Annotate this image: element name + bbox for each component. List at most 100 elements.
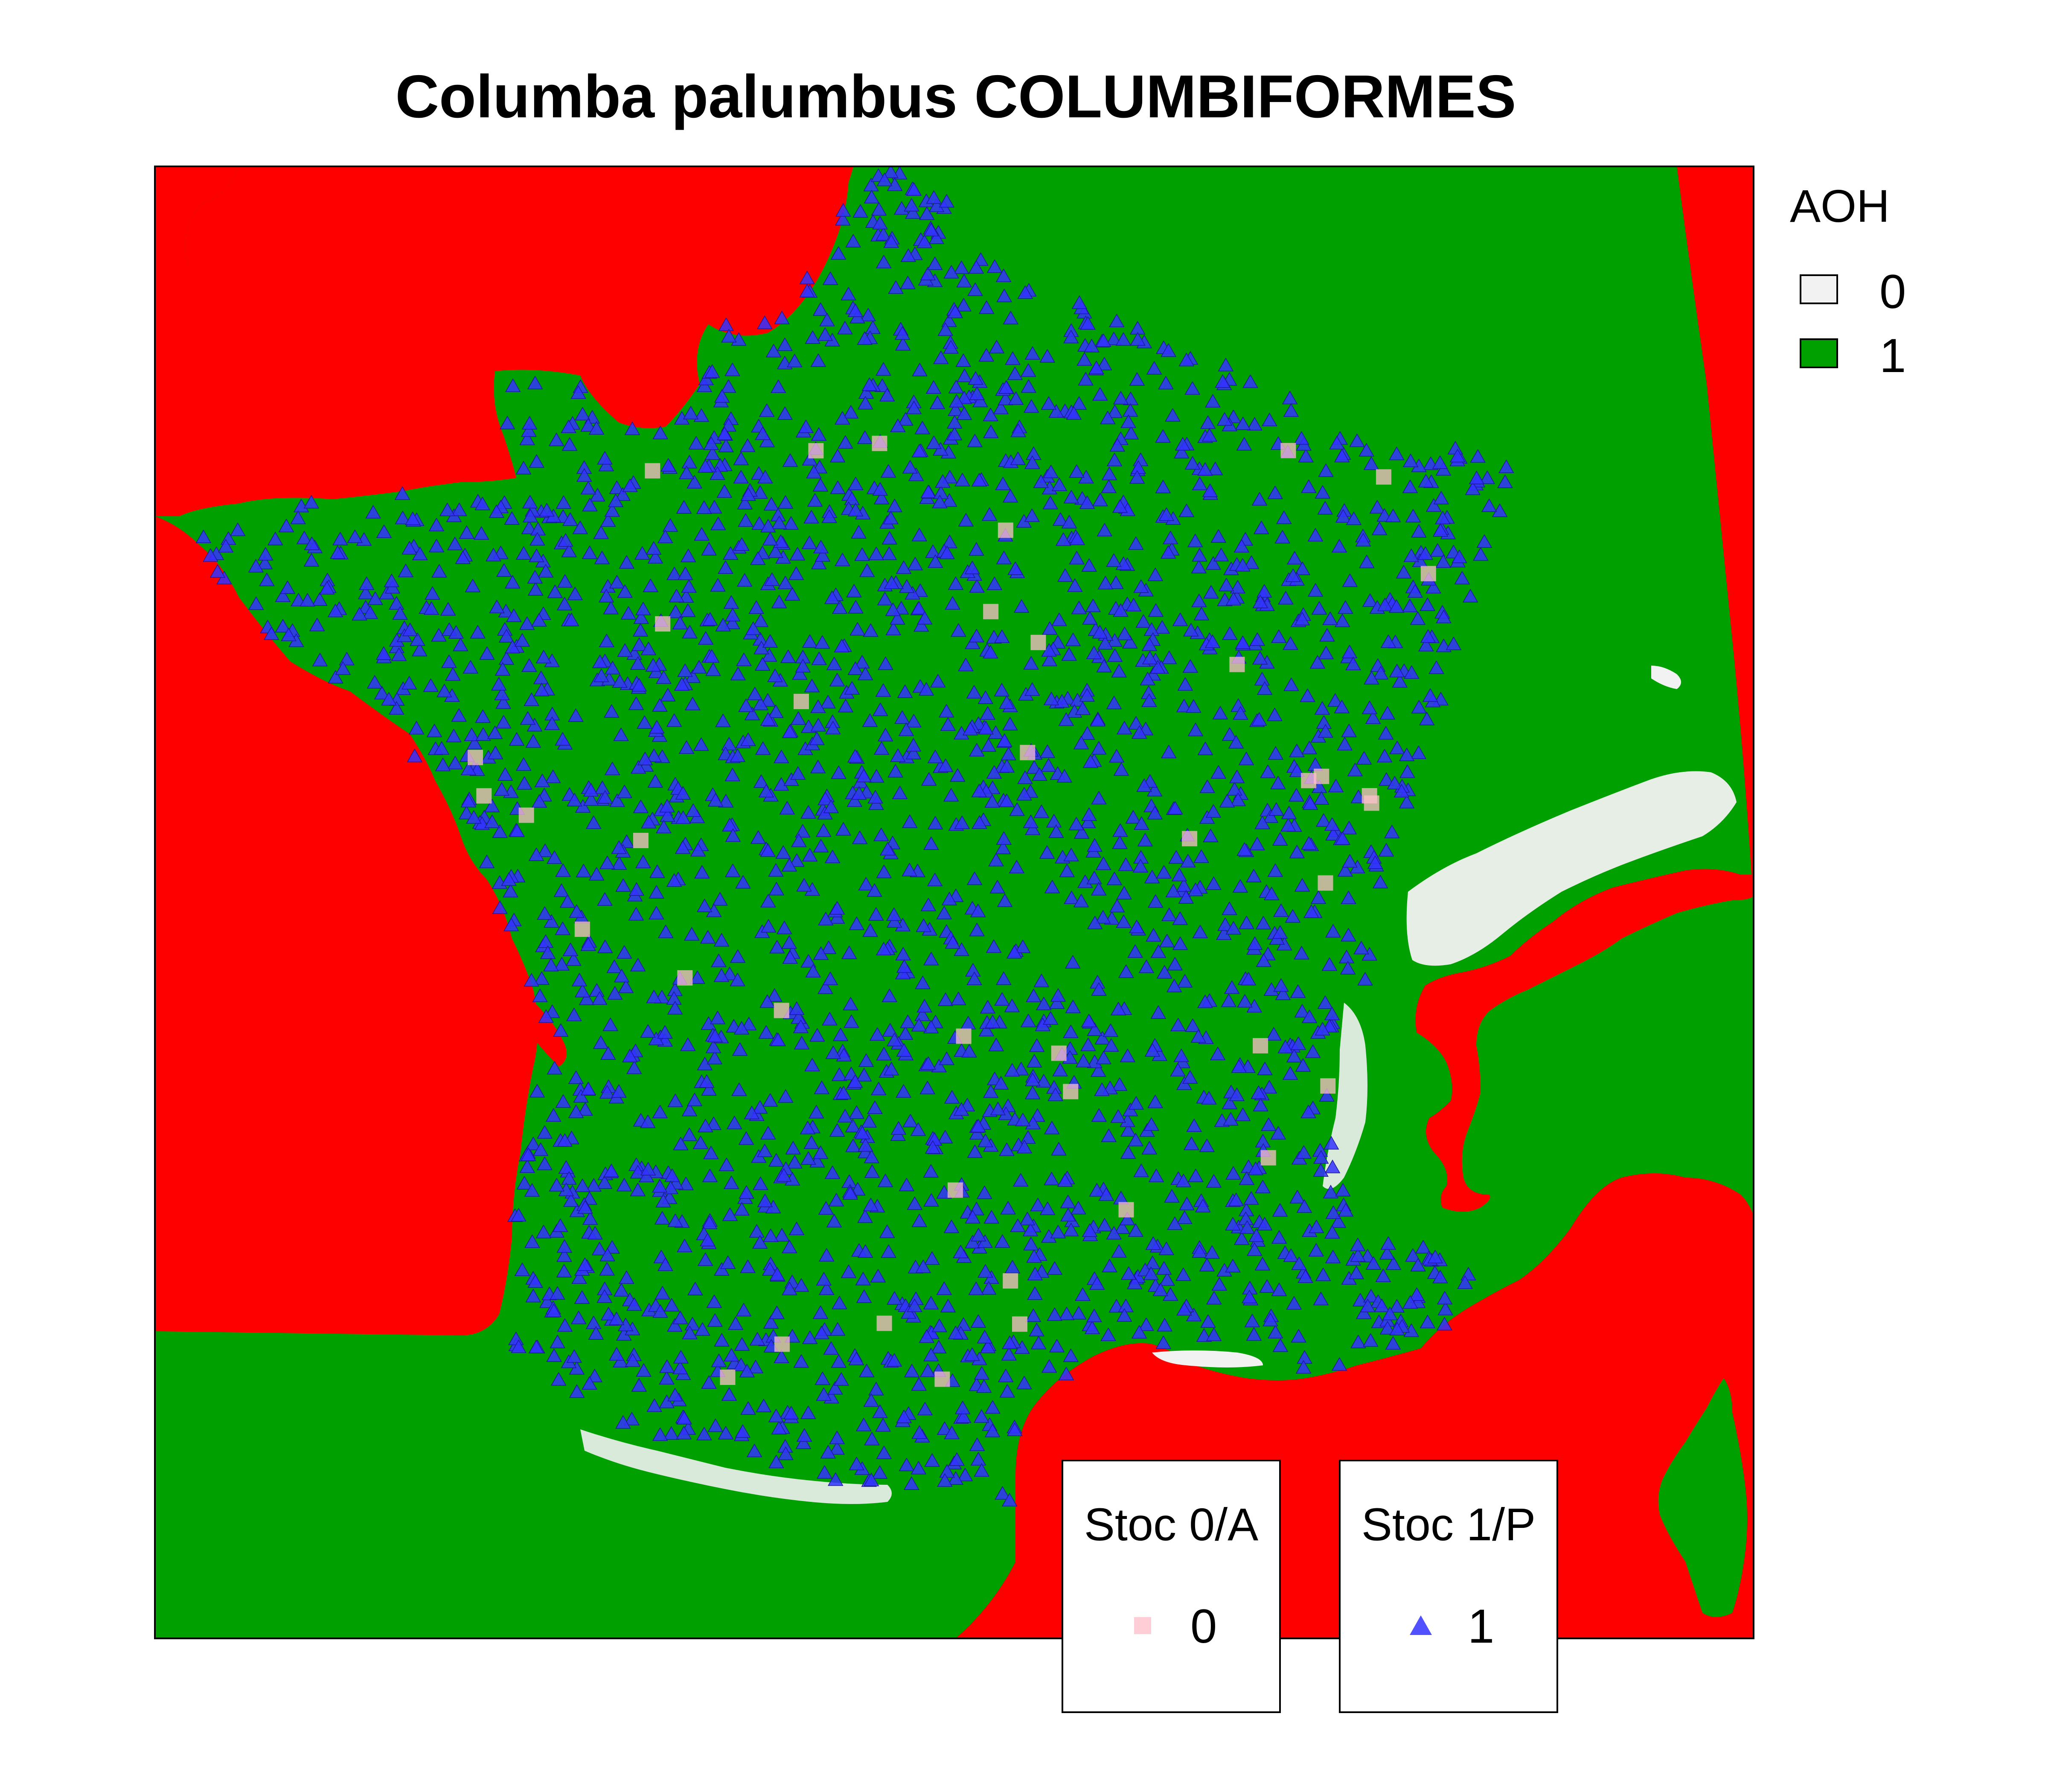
stoc-1-observation-point: [676, 500, 692, 514]
stoc-1-legend: Stoc 1/P 1: [1339, 1460, 1558, 1713]
stoc-0-legend-symbol: [1134, 1617, 1151, 1634]
stoc-1-observation-point: [875, 683, 891, 697]
stoc-1-observation-point: [1020, 1013, 1036, 1027]
stoc-1-observation-point: [613, 727, 629, 741]
stoc-0-observation-point: [468, 750, 483, 765]
stoc-1-observation-point: [777, 920, 792, 934]
stoc-1-observation-point: [953, 1245, 969, 1259]
stoc-1-observation-point: [647, 550, 663, 564]
stoc-1-observation-point: [440, 602, 456, 616]
stoc-1-observation-point: [603, 600, 619, 614]
stoc-1-observation-point: [802, 1330, 818, 1344]
stoc-1-observation-point: [1144, 870, 1160, 884]
stoc-1-observation-point: [831, 765, 847, 779]
stoc-1-observation-point: [923, 1164, 939, 1178]
stoc-1-observation-point: [824, 849, 841, 864]
stoc-1-observation-point: [883, 1062, 899, 1076]
stoc-1-observation-point: [521, 1147, 536, 1161]
stoc-1-observation-point: [1324, 1007, 1340, 1021]
stoc-1-observation-point: [335, 661, 351, 675]
stoc-1-observation-point: [680, 603, 696, 617]
stoc-1-observation-point: [1001, 1347, 1017, 1361]
stoc-1-observation-point: [622, 1048, 638, 1062]
stoc-1-observation-point: [966, 685, 982, 699]
stoc-1-observation-point: [1342, 854, 1358, 868]
stoc-0-observation-point: [1420, 566, 1436, 582]
stoc-1-observation-point: [608, 493, 624, 507]
stoc-1-observation-point: [769, 940, 785, 954]
stoc-1-observation-point: [949, 1452, 965, 1466]
stoc-1-observation-point: [872, 215, 888, 230]
stoc-1-observation-point: [1274, 529, 1290, 544]
stoc-1-observation-point: [1409, 1287, 1425, 1301]
stoc-1-observation-point: [599, 855, 615, 870]
stoc-1-observation-point: [699, 1074, 715, 1088]
stoc-1-observation-point: [515, 460, 532, 474]
stoc-1-observation-point: [1341, 723, 1357, 737]
stoc-1-observation-point: [1036, 1073, 1052, 1088]
stoc-1-observation-point: [690, 843, 706, 857]
stoc-1-observation-point: [1264, 886, 1280, 900]
stoc-1-observation-point: [984, 794, 1000, 808]
stoc-1-observation-point: [790, 711, 806, 725]
stoc-1-observation-point: [1071, 396, 1087, 410]
stoc-1-observation-point: [705, 662, 721, 676]
stoc-1-observation-point: [913, 618, 929, 632]
stoc-1-observation-point: [1041, 758, 1056, 772]
stoc-1-observation-point: [1287, 551, 1303, 565]
stoc-1-observation-point: [697, 459, 713, 473]
stoc-1-observation-point: [580, 1081, 596, 1095]
stoc-1-observation-point: [886, 907, 902, 921]
stoc-0-observation-point: [645, 463, 660, 479]
stoc-1-observation-point: [395, 510, 411, 524]
stoc-1-observation-point: [1003, 311, 1019, 325]
stoc-1-observation-point: [1411, 745, 1427, 759]
stoc-1-observation-point: [733, 1021, 750, 1035]
stoc-1-observation-point: [998, 1368, 1014, 1382]
stoc-1-observation-point: [914, 1007, 931, 1021]
stoc-1-observation-point: [915, 975, 931, 989]
stoc-1-observation-point: [593, 525, 609, 539]
stoc-1-observation-point: [930, 674, 946, 688]
stoc-1-observation-point: [768, 704, 784, 718]
stoc-1-observation-point: [1029, 1038, 1045, 1052]
stoc-1-observation-point: [1248, 1161, 1264, 1175]
stoc-1-observation-point: [475, 727, 491, 741]
stoc-1-observation-point: [707, 1050, 723, 1065]
stoc-1-observation-point: [646, 748, 662, 762]
stoc-1-observation-point: [917, 1402, 933, 1416]
stoc-1-observation-point: [962, 721, 978, 736]
stoc-1-observation-point: [303, 495, 319, 509]
stoc-0-observation-point: [808, 443, 824, 459]
stoc-1-observation-point: [698, 631, 714, 645]
stoc-1-observation-point: [1155, 1335, 1171, 1349]
stoc-1-observation-point: [1044, 1120, 1060, 1135]
stoc-1-observation-point: [487, 725, 503, 739]
stoc-1-observation-point: [1389, 663, 1405, 678]
stoc-1-observation-point: [591, 1242, 608, 1256]
stoc-1-observation-point: [1282, 390, 1298, 404]
stoc-1-observation-point: [763, 1228, 779, 1242]
stoc-1-observation-point: [752, 1100, 768, 1114]
stoc-1-observation-point: [945, 596, 960, 610]
stoc-1-observation-point: [555, 732, 570, 746]
stoc-1-observation-point: [652, 1179, 668, 1193]
stoc-1-observation-point: [1065, 632, 1081, 646]
stoc-1-observation-point: [1019, 1211, 1036, 1225]
stoc-1-observation-point: [762, 1093, 778, 1107]
stoc-1-observation-point: [730, 666, 746, 681]
stoc-1-observation-point: [556, 495, 572, 509]
stoc-1-observation-point: [923, 222, 939, 236]
stoc-1-observation-point: [293, 498, 309, 512]
stoc-1-observation-point: [1271, 1230, 1287, 1244]
stoc-1-observation-point: [970, 1119, 986, 1133]
stoc-1-observation-point: [537, 1156, 553, 1170]
stoc-1-observation-point: [1113, 390, 1129, 404]
stoc-1-observation-point: [1392, 674, 1408, 688]
stoc-0-observation-point: [934, 1371, 950, 1387]
stoc-1-observation-point: [1063, 1222, 1079, 1236]
stoc-1-observation-point: [1314, 701, 1330, 715]
stoc-1-observation-point: [1272, 925, 1288, 939]
stoc-1-observation-point: [489, 504, 505, 518]
stoc-1-observation-point: [1465, 481, 1481, 495]
